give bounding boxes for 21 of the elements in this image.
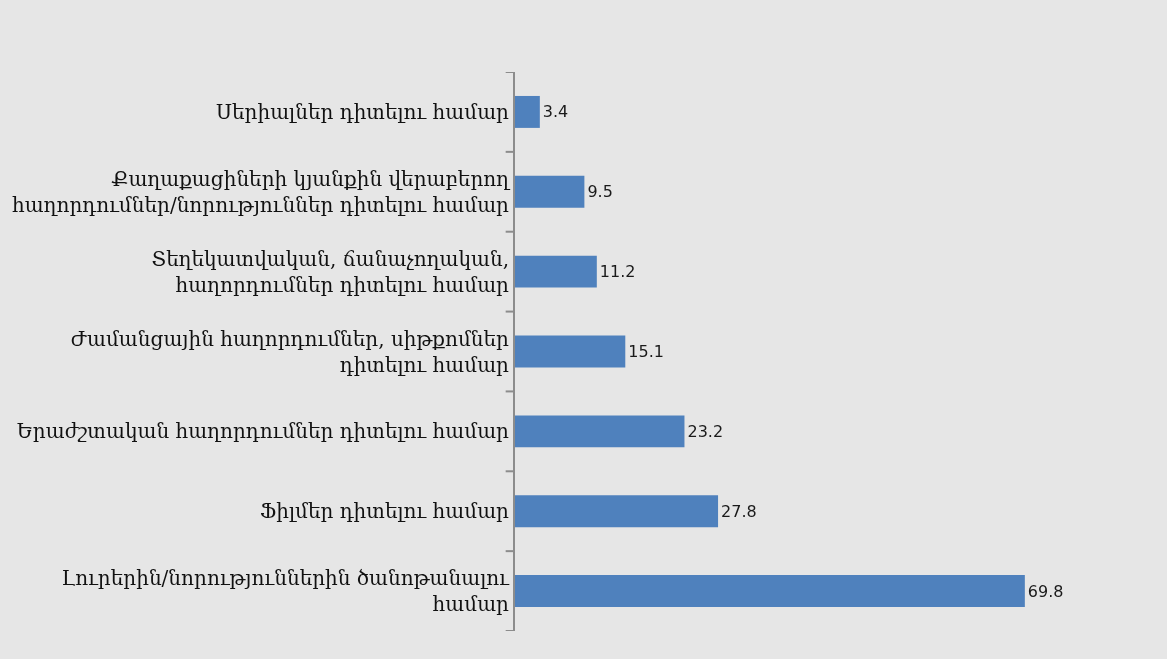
bar [515, 255, 597, 288]
y-tick-label: Տեղեկատվական, ճանաչողական, հաղորդումներ դիտելու համար [151, 246, 510, 297]
data-label: 69.8 [1027, 581, 1064, 601]
data-label: 9.5 [587, 182, 613, 202]
y-tick-label: Լուրերին/նորություններին ծանոթանալու համար [61, 566, 511, 617]
bar [515, 495, 719, 528]
y-tick-label: Քաղաքացիների կյանքին վերաբերող հաղորդումներ/նորություններ դիտելու համար [12, 166, 511, 217]
data-label: 3.4 [542, 102, 569, 122]
bar [515, 335, 626, 368]
data-label: 27.8 [721, 501, 757, 521]
bar [515, 575, 1025, 608]
y-tick-label: Սերիալներ դիտելու համար [216, 99, 510, 124]
y-tick-label: Ժամանցային հաղորդումներ, սիթքոմներ դիտելու համար [70, 326, 510, 377]
bar [515, 175, 585, 208]
data-label: 11.2 [599, 262, 636, 282]
bar [515, 415, 685, 448]
bar [515, 95, 540, 128]
y-tick-label: Երաժշտական հաղորդումներ դիտելու համար [16, 419, 510, 444]
data-label: 23.2 [687, 421, 724, 441]
data-label: 15.1 [628, 342, 664, 361]
y-tick-label: Ֆիլմեր դիտելու համար [259, 499, 510, 524]
